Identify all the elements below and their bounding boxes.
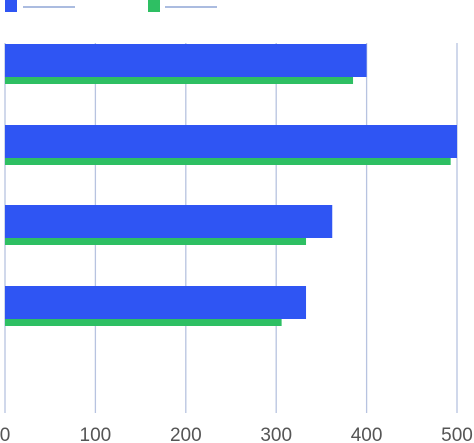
bar-series2-1 <box>5 77 354 84</box>
x-tick-label-500: 500 <box>441 425 473 443</box>
legend-swatch-2 <box>148 0 160 12</box>
x-axis-tick-labels: 0 100 200 300 400 500 <box>0 425 473 443</box>
legend <box>5 0 217 12</box>
x-tick-label-400: 400 <box>351 425 383 443</box>
bar-series1-3 <box>5 205 333 238</box>
bar-series2-2 <box>5 158 451 165</box>
x-tick-label-0: 0 <box>0 425 10 443</box>
bar-series1-4 <box>5 286 307 319</box>
x-tick-label-100: 100 <box>80 425 112 443</box>
bars <box>5 44 457 326</box>
bar-series2-4 <box>5 319 282 326</box>
x-tick-label-300: 300 <box>260 425 292 443</box>
bar-series2-3 <box>5 238 307 245</box>
legend-swatch-1 <box>5 0 17 12</box>
bar-series1-2 <box>5 125 457 158</box>
bar-series1-1 <box>5 44 367 77</box>
x-tick-label-200: 200 <box>170 425 202 443</box>
